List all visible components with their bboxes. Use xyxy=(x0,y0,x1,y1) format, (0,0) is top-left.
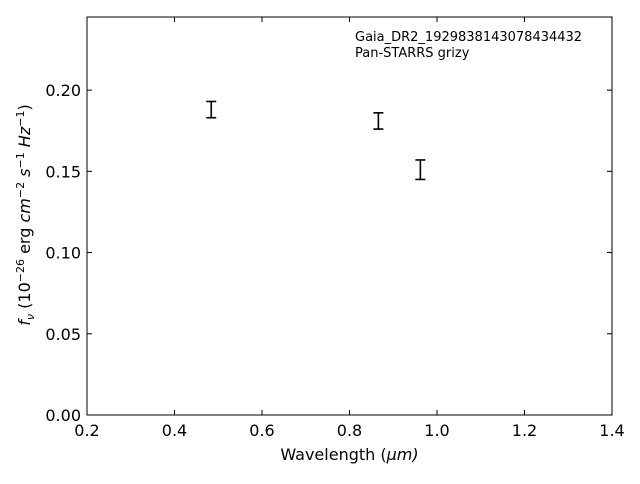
data-point-errorbar xyxy=(415,159,426,181)
x-tick-label: 0.6 xyxy=(249,421,274,440)
annotation-survey: Pan-STARRS grizy xyxy=(355,46,470,61)
x-axis-ticks: 0.2 0.4 0.6 0.8 1.0 1.2 1.4 xyxy=(74,17,625,440)
x-tick-label: 0.4 xyxy=(162,421,187,440)
x-axis-label: Wavelength (μm) xyxy=(280,445,418,464)
y-tick-label: 0.15 xyxy=(45,162,81,181)
data-point-errorbar xyxy=(373,112,384,130)
y-tick-label: 0.05 xyxy=(45,325,81,344)
plot-frame-layer xyxy=(86,16,613,416)
y-tick-label: 0.00 xyxy=(45,406,81,425)
x-tick-label: 1.2 xyxy=(512,421,537,440)
y-tick-label: 0.10 xyxy=(45,244,81,263)
x-tick-label: 1.0 xyxy=(424,421,449,440)
x-tick-label: 1.4 xyxy=(599,421,624,440)
y-axis-ticks: 0.00 0.05 0.10 0.15 0.20 xyxy=(45,81,612,425)
data-point-errorbar xyxy=(206,100,217,119)
data-points-layer xyxy=(206,100,426,181)
x-tick-label: 0.8 xyxy=(337,421,362,440)
y-tick-label: 0.20 xyxy=(45,81,81,100)
x-tick-label: 0.2 xyxy=(74,421,99,440)
annotation-source-id: Gaia_DR2_1929838143078434432 xyxy=(355,30,582,45)
plot-frame xyxy=(86,16,613,416)
y-axis-label: fν (10−26 erg cm−2 s−1 Hz−1) xyxy=(14,104,37,325)
